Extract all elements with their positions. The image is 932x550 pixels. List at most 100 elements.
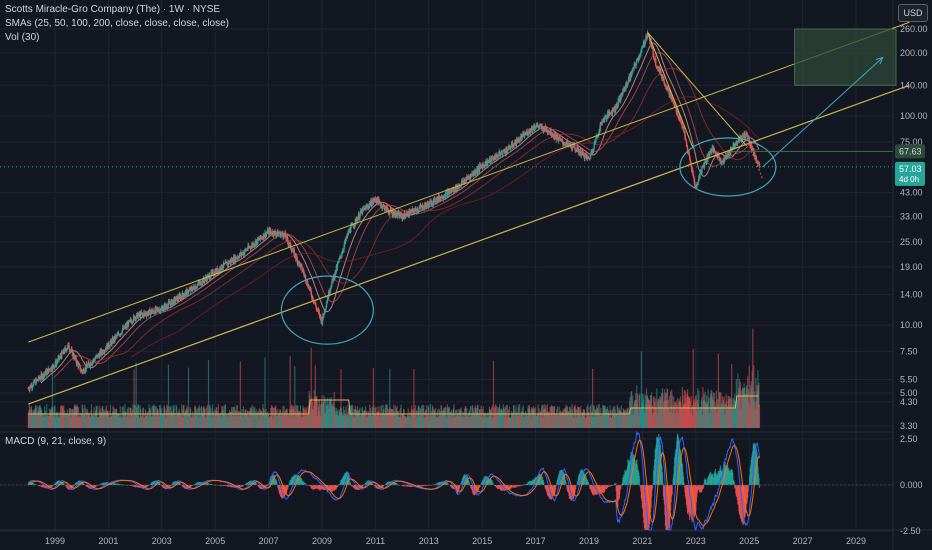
candle-body [364,206,367,211]
candle-body [595,136,597,140]
candle-body [90,362,92,366]
candle-body [180,296,182,299]
candle-body [546,128,548,132]
volume-bar [187,367,190,428]
candle-body [58,357,61,359]
candle-body [629,72,632,80]
macd-bar [362,485,364,487]
candle-body [221,264,223,270]
candle-body [619,95,622,101]
candle-body [400,213,403,215]
candle-body [720,162,723,164]
candle-body [70,350,72,352]
volume-bar [340,368,342,428]
target-box [794,28,897,86]
candle-body [353,225,356,227]
candle-body [37,380,39,381]
candle-body [453,187,456,192]
candle-body [201,284,203,285]
candle-body [253,245,255,247]
candle-body [254,244,256,246]
candle-body [358,214,360,220]
candle-body [754,152,756,157]
candle-body [384,206,387,210]
candle-body [415,209,417,212]
candle-body [585,154,587,156]
candle-body [382,204,385,206]
candle-body [669,90,671,93]
candle-body [135,313,138,318]
candle-body [259,239,261,240]
candle-body [406,213,408,216]
candle-body [637,59,639,61]
candle-body [186,289,188,291]
candle-body [396,211,398,216]
candle-body [757,162,760,164]
candle-body [438,195,440,200]
candle-body [512,146,515,148]
candle-body [358,217,361,220]
macd-bar [73,484,76,486]
candle-body [690,166,693,172]
candle-body [338,259,340,263]
candle-body [84,371,86,373]
candle-body [688,152,690,156]
volume-bar [389,368,391,428]
candle-body [688,155,691,160]
volume-bar [426,405,428,428]
top-trendline-2 [647,32,747,147]
candle-body [167,301,170,305]
candle-body [565,143,567,146]
candle-body [298,261,301,264]
candle-body [132,321,134,323]
volume-bar [51,364,54,428]
top-trendline-1 [647,32,694,149]
candle-body [714,150,716,152]
volume-bar [640,351,642,428]
candle-body [723,158,726,163]
candle-body [277,233,280,236]
candle-body [601,121,603,123]
candle-body [119,334,121,336]
candle-body [219,267,222,271]
candle-body [43,374,45,378]
candle-body [208,274,211,280]
candle-body [695,185,697,187]
candle-body [422,209,424,210]
candle-body [393,215,395,217]
candle-body [243,251,246,255]
candle-body [561,139,563,142]
candle-body [253,243,255,247]
candle-body [618,99,620,102]
candle-body [699,173,701,179]
candle-body [325,307,327,309]
candle-body [517,138,519,143]
candle-body [513,144,515,147]
candle-body [403,212,406,216]
volume-bar [643,393,645,428]
candle-body [466,176,468,180]
candle-body [380,205,382,207]
candle-body [167,304,169,309]
candle-body [696,183,698,188]
candle-body [693,176,695,179]
macd-bar [98,485,100,486]
candle-body [405,215,407,217]
candle-body [459,185,462,187]
candle-body [664,83,666,86]
candle-body [57,358,59,362]
candle-body [683,127,685,133]
candle-body [116,334,118,337]
candle-body [518,139,521,143]
ellipse-2024 [679,137,777,197]
candle-body [670,96,673,100]
candle-body [497,155,499,158]
candle-body [98,352,101,358]
candle-body [341,251,344,254]
candle-body [639,55,641,58]
candle-body [95,355,98,357]
candle-body [63,349,65,353]
candle-body [612,107,614,110]
candle-body [124,326,126,329]
